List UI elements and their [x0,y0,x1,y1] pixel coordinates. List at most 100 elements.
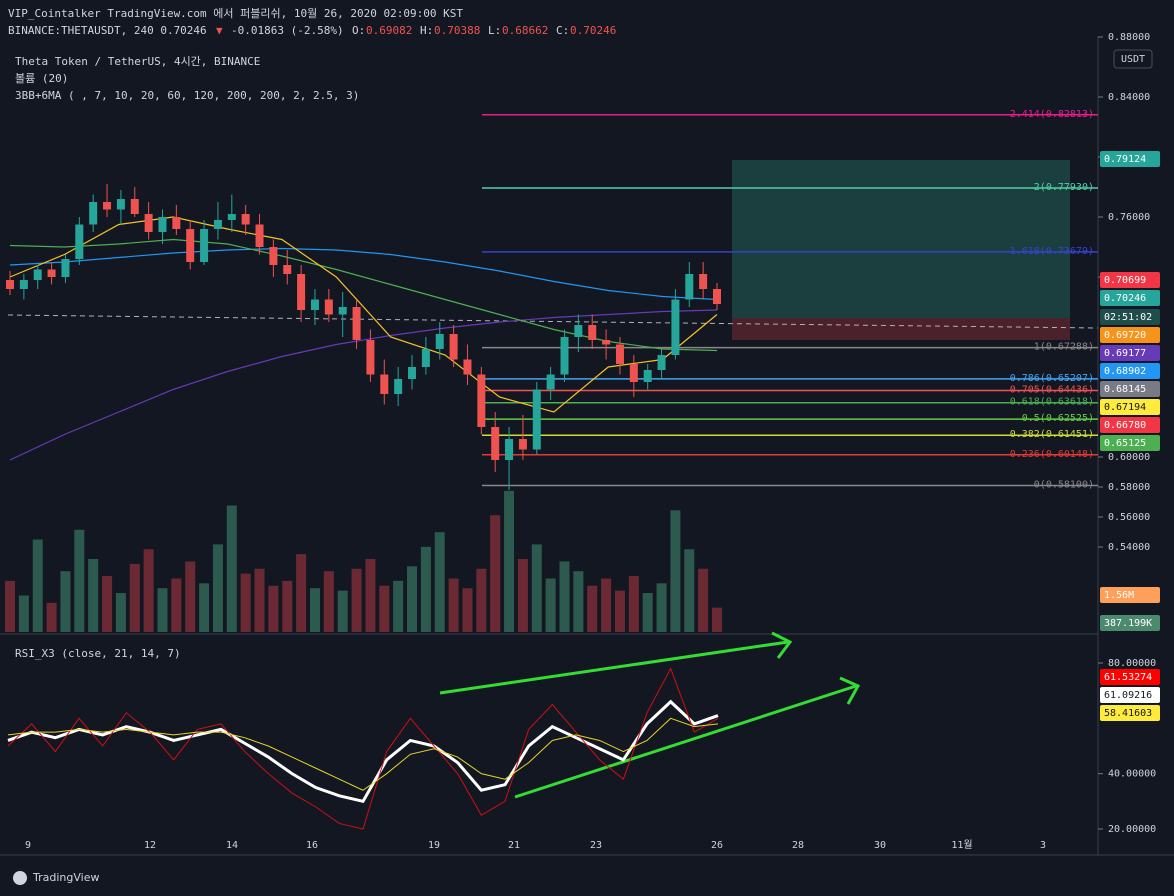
price-badge [1100,272,1160,288]
target-zone [732,160,1070,318]
volume-bar [476,568,487,632]
price-badge [1100,705,1160,721]
candle-body [546,374,555,390]
candle-body [574,324,583,337]
candle-body [699,273,708,289]
rsi-tick-label: 20.00000 [1108,824,1156,835]
candle-body [255,224,264,247]
price-badge-text: 0.68902 [1104,366,1146,377]
volume-bar [684,549,695,632]
fib-label: 0.705(0.64436) [1010,384,1094,395]
candle-body [602,339,611,345]
candle-body [297,273,306,310]
ohlc-value: 0.69082 [366,24,412,37]
candle-body [463,359,472,375]
candle-body [338,306,347,315]
ohlc-key: H: [420,24,433,37]
volume-bar [379,585,390,632]
candle-body [144,213,153,232]
candle-body [200,228,209,262]
candle-body [324,299,333,315]
volume-bar [60,571,71,632]
x-tick-label: 14 [226,840,238,851]
ohlc-key: O: [352,24,365,37]
volume-bar [46,602,57,632]
candle-body [615,344,624,364]
rsi-tick-label: 80.00000 [1108,658,1156,669]
volume-bar [282,580,293,632]
x-tick-label: 3 [1040,840,1046,851]
volume-bar [171,578,182,632]
fib-label: 2.414(0.82813) [1010,109,1094,120]
price-badge-text: 1.56M [1104,590,1134,601]
ohlc-value: 0.70246 [570,24,616,37]
volume-bar [393,580,404,632]
logo [13,871,27,885]
fib-label: 1.618(0.73679) [1010,246,1094,257]
annotations [439,631,861,799]
x-tick-label: 19 [428,840,440,851]
volume-bar [226,505,237,632]
price-line [7,314,1099,329]
x-tick-label: 11월 [951,839,972,851]
candle-body [491,426,500,460]
candle-body [61,258,70,277]
price-badge-text: 387.199K [1104,618,1152,629]
volume-bar [365,559,376,632]
x-tick-label: 30 [874,840,886,851]
x-tick-label: 26 [711,840,723,851]
y-tick-label: 0.60000 [1108,452,1150,463]
volume-bar [102,576,113,632]
volume-bar [157,588,168,632]
volume-bar [296,554,307,632]
x-tick-label: 16 [306,840,318,851]
candle-body [671,299,680,355]
candle-body [213,219,222,229]
moving-average [9,309,718,461]
legend-volume: 볼륨 (20) [15,72,68,85]
candle-body [186,228,195,262]
candle-body [380,374,389,394]
price-badge [1100,587,1160,603]
currency-button[interactable] [1113,49,1153,69]
candle-body [629,363,638,382]
ohlc-key: C: [556,24,569,37]
ohlc-value: 0.68662 [502,24,548,37]
candle-body [657,354,666,370]
price-badge [1100,435,1160,451]
x-tick-label: 9 [25,840,31,851]
volume-bar [517,559,528,632]
volume-bar [199,583,210,632]
candle-body [532,389,541,450]
price-badge [1100,363,1160,379]
moving-average [9,247,718,301]
price-badge [1100,417,1160,433]
volume-bar [545,578,556,632]
volume-bar [212,544,223,632]
brand: TradingView [32,871,99,884]
fib-label: 0(0.58100) [1034,479,1094,490]
candle-body [130,198,139,214]
arrow: ▼ [216,24,223,37]
price-badge [1100,290,1160,306]
price-badge-text: 61.53274 [1104,672,1152,683]
currency[interactable]: USDT [1121,54,1145,65]
volume-bar [559,561,570,632]
price-badge-text: 0.79124 [1104,154,1146,165]
candle-body [172,216,181,229]
price-badge-text: 0.69177 [1104,348,1146,359]
volume-bar [614,590,625,632]
ohlc-key: L: [488,24,501,37]
moving-average [9,216,718,413]
price-badge-text: 0.66780 [1104,420,1146,431]
fib-label: 1(0.67288) [1034,342,1094,353]
volume-bar [351,568,362,632]
candle-body [310,299,319,310]
candle-body [435,333,444,349]
volume-bar [504,490,515,632]
volume-bar [587,585,598,632]
price-badge-text: 0.69720 [1104,330,1146,341]
